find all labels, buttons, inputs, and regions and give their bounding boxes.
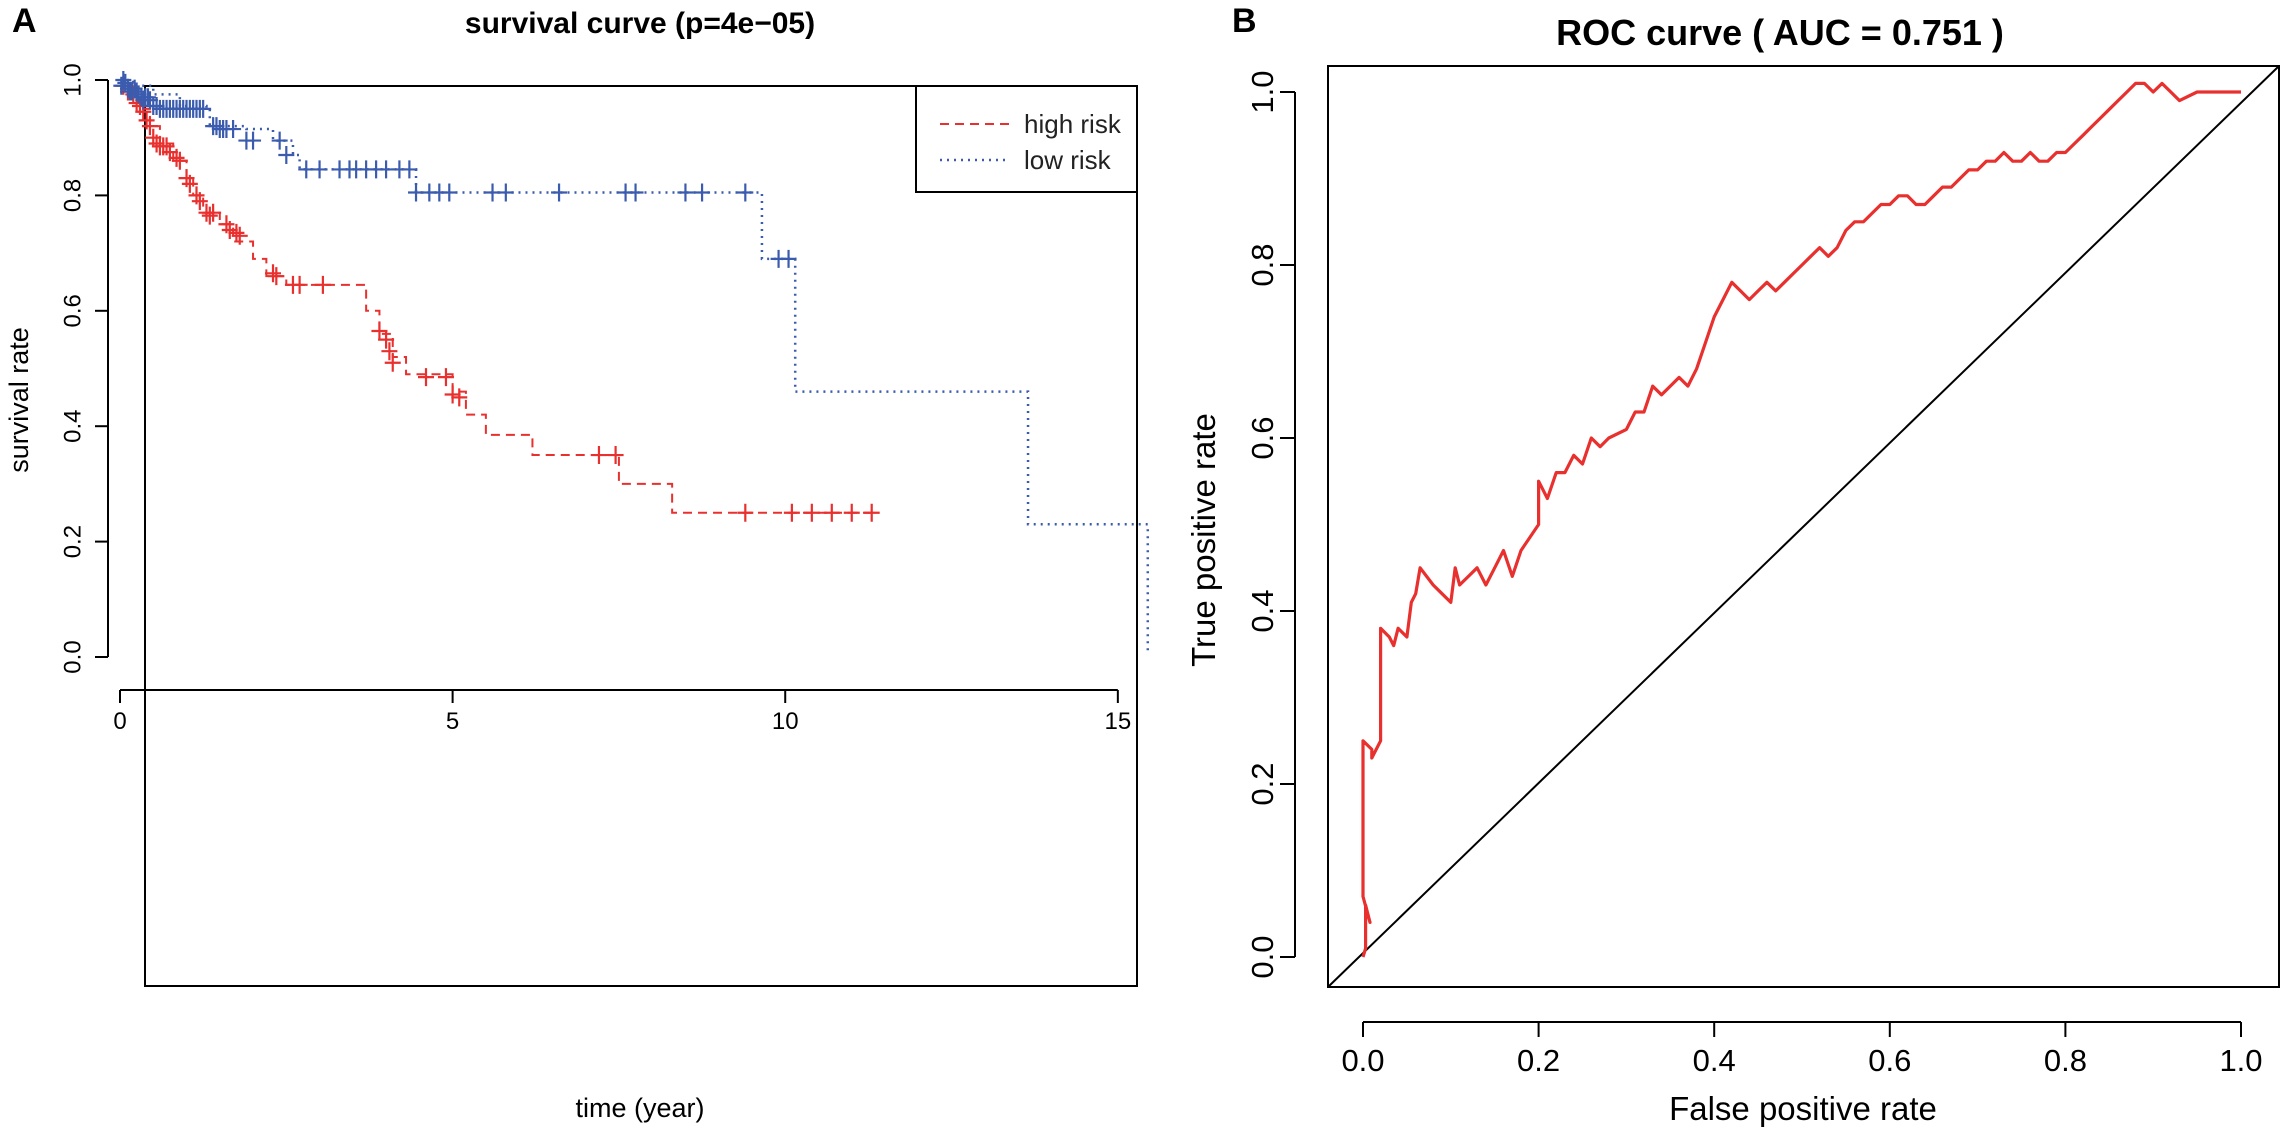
plot-area [113, 71, 1150, 655]
x-tick-label: 15 [1104, 708, 1131, 735]
censor-mark-high-risk [141, 117, 158, 136]
x-tick-label: 0.2 [1517, 1043, 1560, 1078]
censor-mark-high-risk [148, 134, 165, 153]
x-tick-label: 0.4 [1693, 1043, 1736, 1078]
legend-label-high-risk: high risk [1024, 109, 1122, 139]
censor-mark-high-risk [168, 148, 185, 167]
x-axis-label: time (year) [575, 1093, 704, 1123]
censor-mark-low-risk [278, 146, 295, 165]
censor-mark-high-risk [201, 206, 218, 225]
censor-mark-high-risk [863, 503, 880, 522]
censor-mark-high-risk [171, 151, 188, 170]
censor-mark-high-risk [314, 275, 331, 294]
x-tick-label: 5 [446, 708, 459, 735]
y-tick-label: 0.2 [59, 525, 86, 558]
censor-mark-low-risk [271, 131, 288, 150]
x-tick-label: 1.0 [2219, 1043, 2262, 1078]
censor-mark-high-risk [268, 267, 285, 286]
censor-mark-low-risk [677, 183, 694, 202]
x-tick-label: 0.0 [1341, 1043, 1384, 1078]
censor-mark-high-risk [418, 368, 435, 387]
censor-mark-low-risk [780, 249, 797, 268]
censor-mark-low-risk [311, 160, 328, 179]
survival-line-high-risk [120, 84, 872, 514]
panel-a-survival-curve: A survival curve (p=4e−05) 0 5 10 15 0.0 0.2… [4, 2, 1150, 1123]
y-tick-label: 0.0 [1245, 935, 1280, 978]
x-tick-label: 10 [772, 708, 799, 735]
censor-mark-low-risk [551, 183, 568, 202]
x-tick-label: 0.6 [1868, 1043, 1911, 1078]
censor-mark-high-risk [803, 503, 820, 522]
censor-mark-low-risk [627, 183, 644, 202]
censor-mark-low-risk [195, 99, 212, 118]
plot-frame [144, 85, 1138, 987]
y-tick-label: 0.4 [1245, 589, 1280, 632]
censor-mark-low-risk [694, 183, 711, 202]
y-axis-label: True positive rate [1185, 413, 1222, 667]
y-tick-label: 1.0 [1245, 70, 1280, 113]
series-high-risk [115, 76, 880, 522]
x-axis: 0 5 10 15 [113, 689, 1131, 735]
censor-mark-high-risk [181, 174, 198, 193]
censor-mark-high-risk [205, 203, 222, 222]
x-axis-label: False positive rate [1669, 1090, 1937, 1127]
chart-title: ROC curve ( AUC = 0.751 ) [1556, 12, 2004, 53]
panel-letter-b: B [1232, 2, 1257, 40]
censor-mark-high-risk [291, 275, 308, 294]
censor-mark-low-risk [737, 183, 754, 202]
y-tick-label: 0.0 [59, 640, 86, 673]
censor-mark-high-risk [371, 321, 388, 340]
y-axis-label: survival rate [4, 327, 34, 473]
y-tick-label: 0.6 [1245, 416, 1280, 459]
censor-mark-high-risk [607, 446, 624, 465]
plot-frame [1327, 65, 2280, 988]
censor-mark-high-risk [843, 503, 860, 522]
censor-mark-low-risk [245, 131, 262, 150]
censor-mark-high-risk [737, 503, 754, 522]
y-axis: 0.0 0.2 0.4 0.6 0.8 1.0 [1245, 70, 1296, 979]
panel-b-roc-curve: B ROC curve ( AUC = 0.751 ) 0.0 0.2 0.4 0.6… [1185, 2, 2280, 1127]
chart-title: survival curve (p=4e−05) [465, 7, 815, 40]
legend-label-low-risk: low risk [1024, 145, 1112, 175]
censor-mark-high-risk [191, 192, 208, 211]
censor-mark-high-risk [590, 446, 607, 465]
y-tick-label: 0.8 [59, 179, 86, 212]
y-axis: 0.0 0.2 0.4 0.6 0.8 1.0 [59, 63, 109, 674]
x-axis: 0.0 0.2 0.4 0.6 0.8 1.0 [1341, 1021, 2263, 1078]
y-tick-label: 1.0 [59, 63, 86, 96]
roc-line [1361, 81, 2241, 958]
censor-mark-high-risk [221, 221, 238, 240]
x-tick-label: 0.8 [2044, 1043, 2087, 1078]
censor-mark-low-risk [401, 160, 418, 179]
y-tick-label: 0.8 [1245, 243, 1280, 286]
y-tick-label: 0.2 [1245, 762, 1280, 805]
censor-mark-high-risk [444, 385, 461, 404]
censor-mark-low-risk [441, 183, 458, 202]
censor-mark-high-risk [265, 264, 282, 283]
series-low-risk [113, 71, 1150, 655]
legend: high risk low risk [915, 85, 1138, 193]
censor-mark-low-risk [497, 183, 514, 202]
censor-mark-low-risk [148, 96, 165, 115]
legend-box [915, 85, 1138, 193]
censor-mark-high-risk [451, 388, 468, 407]
y-tick-label: 0.4 [59, 410, 86, 443]
panel-letter-a: A [12, 2, 37, 40]
censor-mark-high-risk [783, 503, 800, 522]
censor-mark-high-risk [378, 330, 395, 349]
censor-mark-high-risk [437, 368, 454, 387]
y-tick-label: 0.6 [59, 294, 86, 327]
plot-area [1327, 65, 2280, 988]
diagonal-reference-line [1327, 65, 2280, 988]
censor-mark-high-risk [228, 223, 245, 242]
censor-mark-high-risk [231, 226, 248, 245]
censor-mark-high-risk [384, 353, 401, 372]
x-tick-label: 0 [113, 708, 126, 735]
censor-mark-high-risk [381, 342, 398, 361]
censor-mark-low-risk [225, 120, 242, 139]
censor-mark-high-risk [823, 503, 840, 522]
censor-mark-low-risk [208, 117, 225, 136]
